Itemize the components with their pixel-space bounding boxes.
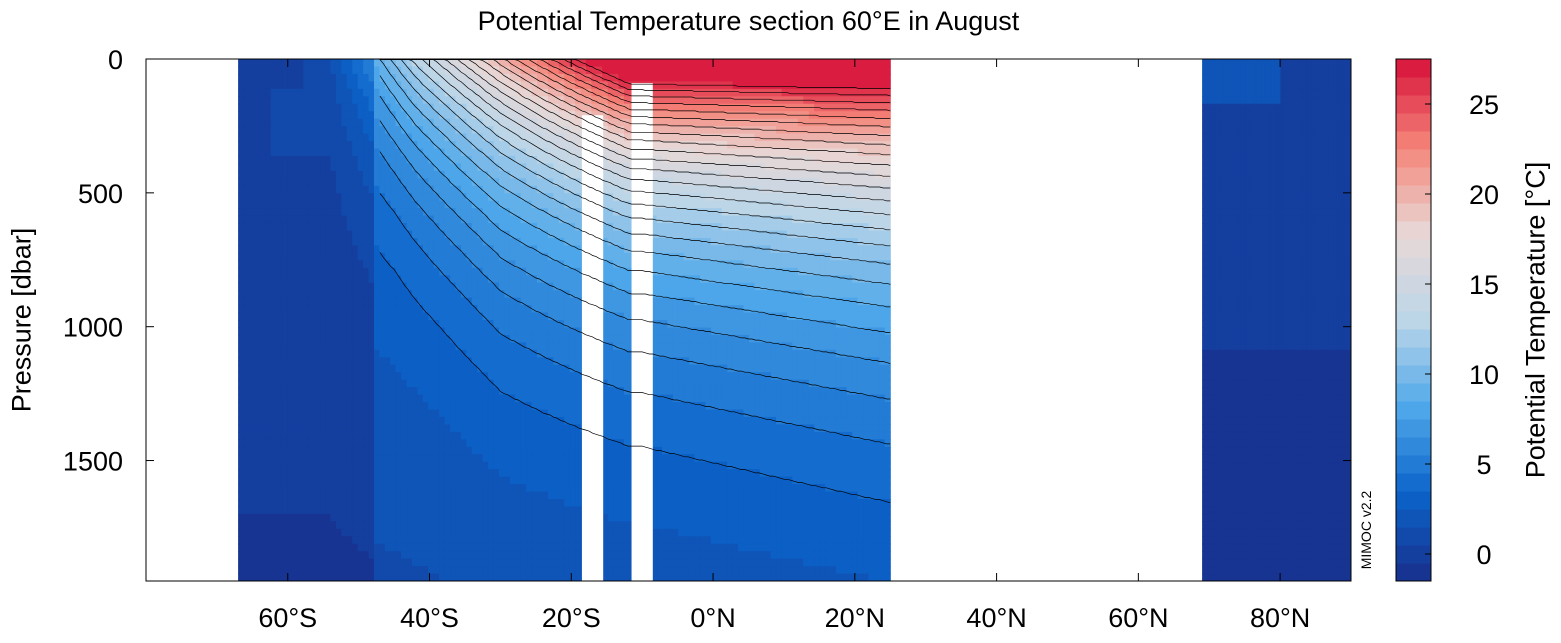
- isotherm-contours: [379, 59, 891, 504]
- colorbar-swatch: [1396, 329, 1431, 348]
- colorbar-swatch: [1396, 311, 1431, 330]
- colorbar-border: [1395, 58, 1432, 582]
- y-tick-label: 500: [78, 179, 123, 209]
- isotherm-line: [379, 252, 891, 504]
- colorbar-swatch: [1396, 545, 1431, 564]
- isotherm-line: [379, 59, 891, 231]
- colorbar-swatch: [1396, 455, 1431, 474]
- colorbar-tick-label: 15: [1469, 270, 1499, 300]
- colorbar-swatch: [1396, 95, 1431, 114]
- plot-frame: [145, 58, 1352, 582]
- isotherm-line: [379, 59, 891, 177]
- x-tick-label: 20°N: [825, 603, 885, 633]
- y-tick-label: 0: [108, 45, 123, 75]
- colorbar-swatch: [1396, 239, 1431, 258]
- chart-title: Potential Temperature section 60°E in Au…: [477, 6, 1020, 36]
- x-tick-label: 20°S: [542, 603, 601, 633]
- colorbar-swatch: [1396, 383, 1431, 402]
- y-tick-label: 1500: [63, 447, 123, 477]
- x-tick-label: 0°N: [690, 603, 735, 633]
- colorbar-swatch: [1396, 365, 1431, 384]
- colorbar-swatch: [1396, 131, 1431, 150]
- colorbar-swatch: [1396, 491, 1431, 510]
- isotherm-line: [379, 120, 891, 364]
- isotherm-line: [379, 59, 891, 265]
- colorbar-swatch: [1396, 293, 1431, 312]
- x-tick-label: 40°S: [400, 603, 459, 633]
- isotherm-line: [379, 95, 891, 333]
- isotherm-line: [379, 59, 891, 216]
- colorbar-tick-label: 25: [1469, 90, 1499, 120]
- colorbar-swatch: [1396, 347, 1431, 366]
- data-gap: [581, 115, 604, 581]
- colorbar-tick-label: 10: [1469, 360, 1499, 390]
- colorbar-swatch: [1396, 473, 1431, 492]
- isotherm-line: [379, 59, 891, 189]
- colorbar-tick-label: 5: [1476, 450, 1491, 480]
- x-tick-label: 80°N: [1250, 603, 1310, 633]
- colorbar-swatch: [1396, 275, 1431, 294]
- colorbar: 0 5 10 15 20 25: [1395, 58, 1499, 582]
- colorbar-swatch: [1396, 221, 1431, 240]
- isotherm-line: [379, 59, 891, 285]
- colorbar-swatch: [1396, 257, 1431, 276]
- colorbar-swatch: [1396, 167, 1431, 186]
- data-gap: [631, 83, 653, 581]
- x-tick-label: 40°N: [966, 603, 1026, 633]
- colorbar-tick-label: 20: [1469, 180, 1499, 210]
- colorbar-swatch: [1396, 185, 1431, 204]
- isotherm-line: [379, 75, 891, 308]
- colorbar-swatch: [1396, 419, 1431, 438]
- y-tick-label: 1000: [63, 313, 123, 343]
- colorbar-swatch: [1396, 527, 1431, 546]
- plot-border: [145, 58, 1352, 582]
- colorbar-swatch: [1396, 149, 1431, 168]
- colorbar-swatch: [1396, 401, 1431, 420]
- isotherm-line: [379, 151, 891, 400]
- colorbar-swatch: [1396, 113, 1431, 132]
- isotherm-line: [379, 193, 891, 445]
- x-tick-label: 60°S: [258, 603, 317, 633]
- colorbar-swatch: [1396, 203, 1431, 222]
- colorbar-swatch: [1396, 437, 1431, 456]
- isotherm-line: [379, 59, 891, 202]
- colorbar-tick-label: 0: [1476, 540, 1491, 570]
- isotherm-line: [379, 59, 891, 247]
- x-tick-label: 60°N: [1108, 603, 1168, 633]
- axis-ticks: 60°S 40°S 20°S 0°N 20°N 40°N 60°N 80°N 0 500 1000 1…: [63, 45, 1351, 633]
- colorbar-swatch: [1396, 77, 1431, 96]
- colorbar-swatch: [1396, 59, 1431, 78]
- colorbar-swatch: [1396, 509, 1431, 528]
- temperature-field: [238, 59, 1351, 581]
- colorbar-swatch: [1396, 563, 1431, 582]
